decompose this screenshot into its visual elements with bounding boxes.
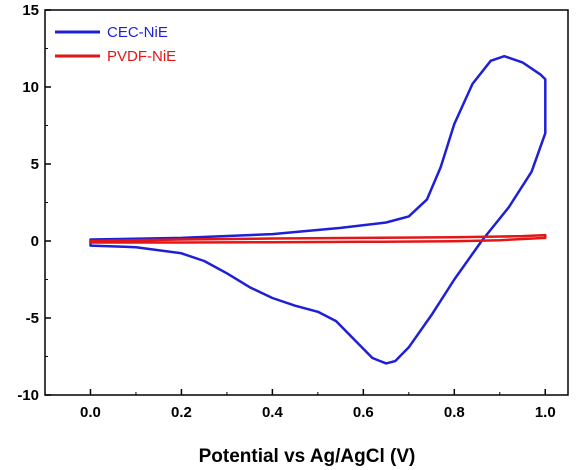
- legend-label-pvdf-nie: PVDF-NiE: [107, 48, 176, 65]
- x-tick-label: 0.8: [444, 404, 465, 421]
- y-tick-label: 15: [22, 2, 39, 19]
- series-layer: [89, 54, 547, 365]
- legend: CEC-NiE PVDF-NiE: [55, 24, 176, 65]
- y-tick-label: 10: [22, 79, 39, 96]
- y-tick-label: -5: [26, 310, 39, 327]
- series-line-cec-nie: [89, 54, 547, 365]
- x-tick-label: 0.6: [353, 404, 374, 421]
- x-tick-label: 0.4: [262, 404, 284, 421]
- legend-label-cec-nie: CEC-NiE: [107, 24, 168, 41]
- x-tick-label: 0.0: [80, 404, 101, 421]
- x-axis-title: Potential vs Ag/AgCl (V): [199, 446, 416, 467]
- x-tick-label: 0.2: [171, 404, 192, 421]
- y-tick-label: -10: [17, 387, 39, 404]
- plot-frame: [44, 9, 569, 396]
- x-axis: 0.0 0.2 0.4 0.6 0.8 1.0: [80, 389, 556, 421]
- x-tick-label: 1.0: [535, 404, 556, 421]
- series-line-pvdf-nie: [89, 233, 547, 244]
- y-tick-label: 5: [31, 156, 39, 173]
- y-axis: -10 -5 0 5 10 15: [17, 2, 51, 404]
- y-tick-label: 0: [31, 233, 39, 250]
